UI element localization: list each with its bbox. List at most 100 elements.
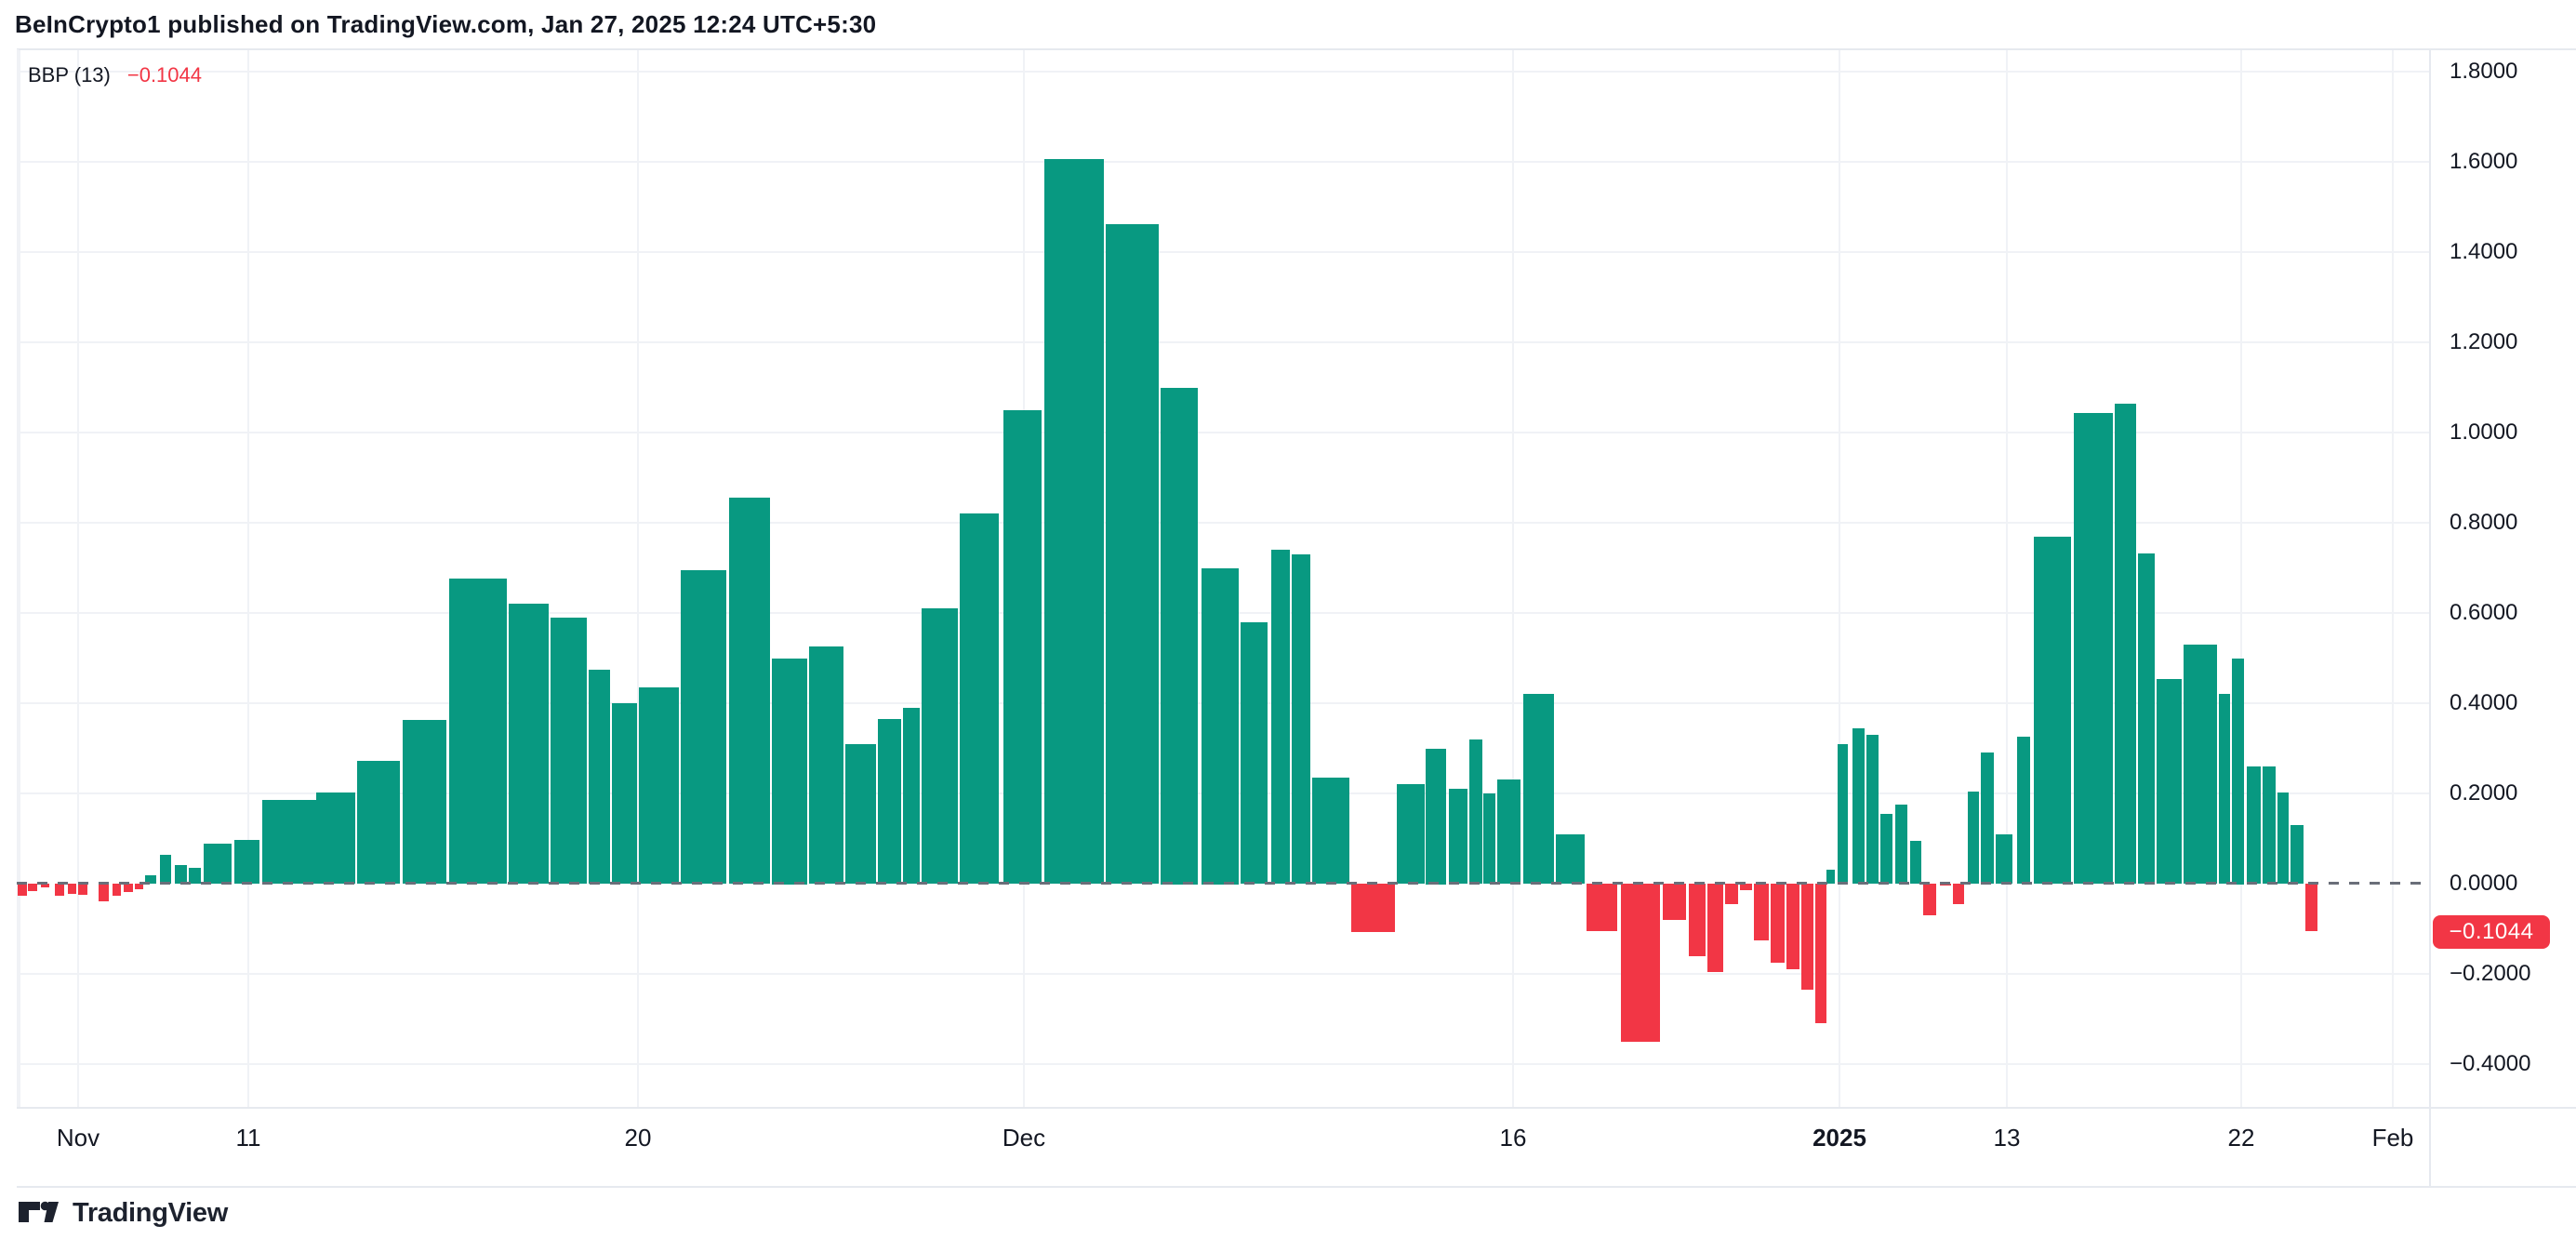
- histogram-bar: [589, 670, 610, 884]
- histogram-bar: [845, 744, 876, 884]
- price-tick-label: −0.2000: [2450, 961, 2531, 986]
- price-tick-label: 0.8000: [2450, 510, 2518, 535]
- histogram-bar: [2034, 537, 2071, 884]
- histogram-bar: [1483, 793, 1495, 884]
- footer-brand-link[interactable]: TradingView: [19, 1198, 228, 1229]
- v-gridline: [247, 49, 249, 1107]
- histogram-bar: [1351, 884, 1395, 932]
- histogram-bar: [960, 513, 999, 884]
- time-tick-label: Dec: [1002, 1124, 1046, 1152]
- histogram-bar: [204, 844, 232, 884]
- last-value-badge: −0.1044: [2433, 915, 2550, 949]
- histogram-bar: [878, 719, 901, 884]
- price-tick-label: 0.4000: [2450, 690, 2518, 715]
- histogram-bar: [1923, 884, 1936, 915]
- time-axis-top-border: [17, 1107, 2576, 1109]
- time-tick-label: Feb: [2371, 1124, 2414, 1152]
- histogram-bar: [2291, 825, 2304, 884]
- time-tick-label: 16: [1499, 1124, 1527, 1152]
- indicator-legend[interactable]: BBP (13) −0.1044: [28, 63, 202, 87]
- histogram-bar: [234, 840, 259, 884]
- histogram-bar: [612, 703, 637, 884]
- histogram-bar: [2219, 694, 2230, 884]
- histogram-bar: [1940, 884, 1951, 886]
- histogram-bar: [1106, 224, 1159, 884]
- histogram-bar: [41, 884, 49, 887]
- histogram-bar: [2184, 645, 2217, 884]
- tradingview-logo-icon: [19, 1200, 60, 1228]
- histogram-bar: [2305, 884, 2317, 931]
- h-gridline: [17, 341, 2429, 343]
- v-gridline: [1839, 49, 1840, 1107]
- price-tick-label: 1.6000: [2450, 149, 2518, 174]
- histogram-bar: [1880, 814, 1892, 884]
- histogram-bar: [1587, 884, 1617, 931]
- price-axis-border: [2429, 49, 2431, 1186]
- histogram-bar: [922, 608, 958, 884]
- histogram-bar: [509, 604, 549, 884]
- histogram-bar: [1996, 834, 2012, 884]
- histogram-bar: [1910, 841, 1921, 884]
- histogram-bar: [449, 579, 507, 884]
- histogram-bar: [55, 884, 64, 896]
- histogram-bar: [28, 884, 37, 891]
- time-tick-label: 20: [624, 1124, 652, 1152]
- histogram-bar: [1953, 884, 1964, 904]
- plot-top-border: [17, 48, 2576, 50]
- histogram-bar: [1866, 735, 1879, 884]
- histogram-bar: [1556, 834, 1585, 884]
- histogram-bar: [1968, 792, 1979, 884]
- histogram-bar: [357, 761, 400, 884]
- histogram-bar: [1271, 550, 1290, 884]
- v-gridline: [77, 49, 79, 1107]
- histogram-bar: [639, 687, 679, 884]
- plot-left-border: [17, 49, 19, 1107]
- histogram-bar: [1426, 749, 1446, 885]
- histogram-bar: [175, 865, 187, 884]
- histogram-bar: [1292, 554, 1310, 884]
- histogram-bar: [1312, 778, 1349, 884]
- histogram-bar: [160, 855, 171, 884]
- indicator-name: BBP (13): [28, 63, 111, 87]
- histogram-bar: [1801, 884, 1813, 990]
- histogram-bar: [1044, 159, 1104, 884]
- histogram-bar: [1689, 884, 1706, 956]
- histogram-bar: [1740, 884, 1752, 890]
- histogram-bar: [135, 884, 143, 889]
- histogram-bar: [903, 708, 920, 884]
- histogram-bar: [2247, 766, 2261, 884]
- h-gridline: [17, 432, 2429, 433]
- histogram-bar: [551, 618, 587, 884]
- header-attribution: BeInCrypto1 published on TradingView.com…: [15, 10, 877, 38]
- histogram-bar: [772, 659, 807, 885]
- footer-brand-text: TradingView: [73, 1198, 228, 1228]
- histogram-bar: [1663, 884, 1686, 920]
- price-tick-label: 0.0000: [2450, 871, 2518, 896]
- histogram-bar: [681, 570, 726, 884]
- histogram-bar: [2232, 659, 2244, 885]
- v-gridline: [19, 49, 20, 1107]
- time-tick-label: Nov: [56, 1124, 100, 1152]
- histogram-bar: [1838, 744, 1848, 884]
- v-gridline: [1512, 49, 1514, 1107]
- histogram-bar: [1202, 568, 1239, 885]
- v-gridline: [2392, 49, 2394, 1107]
- histogram-bar: [1826, 870, 1835, 884]
- histogram-bar: [189, 868, 201, 884]
- price-tick-label: 1.8000: [2450, 59, 2518, 84]
- histogram-bar: [2115, 404, 2136, 884]
- h-gridline: [17, 251, 2429, 253]
- h-gridline: [17, 973, 2429, 975]
- v-gridline: [2006, 49, 2008, 1107]
- histogram-bar: [1003, 410, 1042, 884]
- histogram-bar: [2074, 413, 2113, 884]
- zero-line: [17, 882, 2427, 885]
- histogram-bar: [78, 884, 87, 895]
- histogram-bar: [403, 720, 446, 884]
- price-tick-label: 1.4000: [2450, 239, 2518, 264]
- histogram-bar: [1621, 884, 1660, 1042]
- histogram-bar: [145, 875, 156, 884]
- time-tick-label: 13: [1993, 1124, 2021, 1152]
- histogram-bar: [729, 498, 770, 884]
